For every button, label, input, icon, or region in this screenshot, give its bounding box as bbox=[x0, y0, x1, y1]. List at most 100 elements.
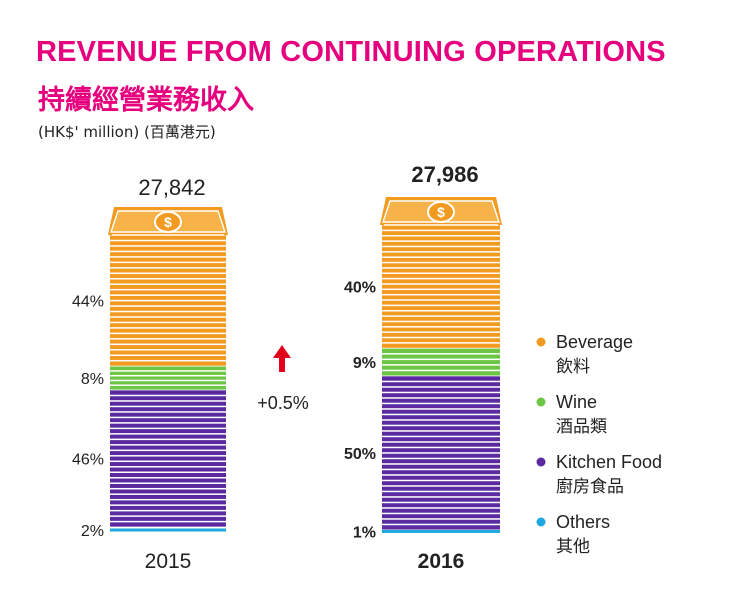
segment-line bbox=[382, 386, 500, 388]
segment-line bbox=[110, 261, 226, 264]
segment-line bbox=[382, 413, 500, 416]
legend-item-beverage: Beverage 飲料 bbox=[536, 332, 633, 377]
segment-line bbox=[110, 471, 226, 474]
segment-line bbox=[382, 369, 500, 372]
segment-line bbox=[110, 272, 226, 275]
segment-percent-label: 44% bbox=[72, 294, 104, 311]
coin bbox=[154, 211, 182, 233]
year-tick-label: 2015 bbox=[145, 550, 192, 573]
segment-fill bbox=[382, 225, 500, 348]
segment-line bbox=[110, 327, 226, 329]
legend-label: Wine bbox=[556, 392, 597, 412]
segment-line bbox=[382, 424, 500, 427]
legend-label-zh: 廚房食品 bbox=[556, 476, 624, 497]
segment-line bbox=[382, 272, 500, 275]
legend-item-kitchen-food: Kitchen Food 廚房食品 bbox=[536, 452, 662, 497]
arrow-shape bbox=[273, 345, 291, 372]
segment-line bbox=[382, 468, 500, 471]
segment-line bbox=[382, 490, 500, 493]
segment-line bbox=[110, 305, 226, 307]
segment-line bbox=[382, 397, 500, 399]
segment-line bbox=[382, 283, 500, 285]
segment-line bbox=[382, 452, 500, 454]
segment-line bbox=[382, 485, 500, 487]
segment-line bbox=[110, 476, 226, 479]
segment-line bbox=[110, 250, 226, 253]
red-up-arrow-icon bbox=[273, 345, 291, 372]
segment-line bbox=[110, 288, 226, 291]
segment-line bbox=[382, 240, 500, 242]
segment-line bbox=[382, 512, 500, 515]
bar-total-label: 27,986 bbox=[411, 162, 478, 187]
segment-line bbox=[382, 320, 500, 323]
segment-line bbox=[382, 358, 500, 361]
segment-line bbox=[110, 433, 226, 435]
bar-segment-kitchen-food bbox=[382, 376, 500, 530]
segment-line bbox=[110, 515, 226, 517]
segment-line bbox=[382, 245, 500, 248]
segment-line bbox=[110, 239, 226, 242]
segment-line bbox=[382, 457, 500, 460]
segment-line bbox=[110, 332, 226, 335]
legend-item-others: Others 其他 bbox=[536, 512, 610, 557]
segment-line bbox=[110, 278, 226, 280]
legend-swatch bbox=[536, 397, 546, 407]
segment-line bbox=[110, 245, 226, 247]
legend-label: Kitchen Food bbox=[556, 452, 662, 472]
segment-line bbox=[382, 315, 500, 317]
segment-line bbox=[382, 326, 500, 328]
segment-line bbox=[110, 444, 226, 446]
segment-line bbox=[382, 288, 500, 291]
bar-segment-others bbox=[382, 529, 500, 533]
segment-line bbox=[382, 229, 500, 232]
segment-line bbox=[110, 354, 226, 356]
segment-line bbox=[110, 455, 226, 457]
legend-label-zh: 其他 bbox=[556, 537, 590, 557]
bar-segment-wine bbox=[110, 366, 226, 390]
chart-title: REVENUE FROM CONTINUING OPERATIONS bbox=[36, 36, 666, 68]
segment-percent-label: 9% bbox=[353, 355, 376, 372]
segment-line bbox=[110, 343, 226, 346]
legend-item-wine: Wine 酒品類 bbox=[536, 392, 607, 437]
segment-line bbox=[110, 504, 226, 506]
segment-line bbox=[382, 430, 500, 432]
bar-segment-wine bbox=[382, 348, 500, 376]
segment-fill bbox=[110, 390, 226, 527]
segment-line bbox=[110, 299, 226, 302]
segment-line bbox=[110, 416, 226, 419]
chart-plot: 2% 46% 8% 44% $27,842 2015 1% 50% 9% 40% $27,986 20… bbox=[72, 162, 502, 573]
segment-line bbox=[382, 277, 500, 280]
segment-percent-label: 2% bbox=[81, 523, 104, 540]
legend-label-zh: 酒品類 bbox=[556, 417, 607, 437]
legend-swatch bbox=[536, 337, 546, 347]
segment-line bbox=[110, 394, 226, 397]
segment-line bbox=[382, 342, 500, 344]
legend-label-zh: 飲料 bbox=[556, 357, 590, 377]
segment-line bbox=[382, 435, 500, 438]
year-tick-label: 2016 bbox=[418, 550, 465, 573]
segment-line bbox=[110, 379, 226, 382]
segment-line bbox=[110, 370, 226, 372]
segment-percent-label: 40% bbox=[344, 280, 376, 297]
segment-line bbox=[110, 498, 226, 501]
segment-line bbox=[110, 349, 226, 351]
segment-line bbox=[110, 374, 226, 377]
segment-line bbox=[110, 400, 226, 402]
segment-line bbox=[382, 251, 500, 253]
segment-line bbox=[110, 487, 226, 490]
chart-subtitle: 持續經營業務收入 bbox=[38, 85, 254, 116]
dollar-sign-icon: $ bbox=[437, 204, 445, 220]
segment-line bbox=[382, 446, 500, 449]
segment-line bbox=[110, 316, 226, 318]
segment-line bbox=[110, 449, 226, 452]
segment-line bbox=[110, 267, 226, 269]
segment-line bbox=[110, 460, 226, 463]
chart-legend: Beverage 飲料 Wine 酒品類 Kitchen Food 廚房食品 Others 其… bbox=[536, 332, 662, 557]
segment-line bbox=[110, 359, 226, 362]
segment-line bbox=[382, 523, 500, 526]
segment-line bbox=[110, 321, 226, 324]
segment-fill bbox=[110, 366, 226, 390]
segment-line bbox=[110, 405, 226, 408]
segment-line bbox=[382, 331, 500, 333]
